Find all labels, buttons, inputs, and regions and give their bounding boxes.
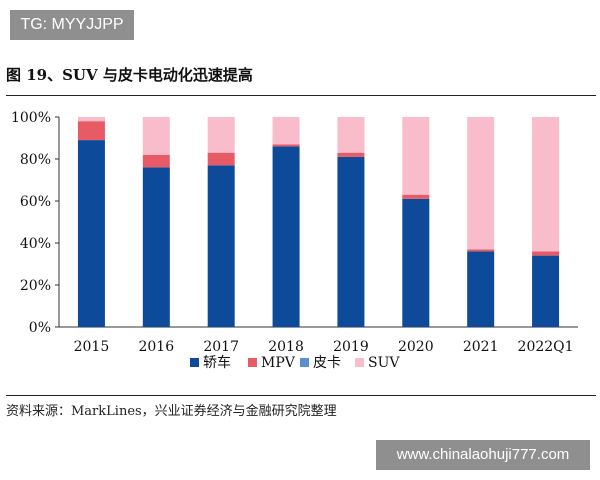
x-tick-label: 2020	[398, 339, 434, 355]
x-tick-label: 2022Q1	[518, 339, 574, 355]
legend-swatch	[355, 358, 364, 367]
source-note: 资料来源：MarkLines，兴业证券经济与金融研究院整理	[6, 404, 337, 419]
bar-segment	[77, 121, 105, 141]
y-tick-label: 20%	[20, 278, 51, 294]
bar-segment	[77, 140, 105, 327]
y-tick-label: 0%	[29, 320, 51, 336]
bar-segment	[467, 249, 495, 252]
bar-segment	[532, 251, 560, 256]
bar-segment	[272, 146, 300, 327]
figure-title: 图 19、SUV 与皮卡电动化迅速提高	[6, 66, 253, 84]
bar-segment	[337, 117, 365, 153]
legend-swatch	[190, 358, 199, 367]
y-tick-label: 80%	[20, 152, 51, 168]
bar-segment	[142, 154, 170, 168]
legend-swatch	[248, 358, 257, 367]
tg-badge: TG: MYYJJPP	[10, 10, 134, 40]
bar-segment	[142, 167, 170, 327]
bar-segment	[272, 117, 300, 145]
legend-label: SUV	[368, 355, 400, 371]
legend-label: 轿车	[203, 354, 231, 371]
y-tick-label: 40%	[20, 236, 51, 252]
y-tick-label: 60%	[20, 194, 51, 210]
top-rule	[6, 95, 596, 96]
bar-segment	[207, 165, 235, 327]
x-tick-label: 2018	[268, 339, 304, 355]
bar-segment	[207, 152, 235, 166]
bar-segment	[207, 117, 235, 153]
y-tick-label: 100%	[11, 110, 51, 126]
legend-label: MPV	[261, 355, 296, 371]
bottom-rule	[6, 395, 596, 396]
legend-label: 皮卡	[313, 355, 341, 371]
bar-segment	[402, 117, 430, 195]
stacked-bar-chart: 0% 20% 40% 60% 80% 100% 2015 2016 2017 2018 2019 20…	[11, 110, 578, 371]
bar-segment	[467, 251, 495, 327]
bar-segment	[77, 117, 105, 122]
legend-swatch	[300, 358, 309, 367]
x-tick-label: 2019	[333, 339, 369, 355]
bar-segment	[402, 198, 430, 327]
x-tick-label: 2016	[138, 339, 174, 355]
bar-segment	[467, 117, 495, 250]
bar-segment	[142, 117, 170, 155]
bar-segment	[272, 144, 300, 147]
bar-segment	[337, 152, 365, 157]
x-tick-label: 2015	[74, 339, 110, 355]
x-tick-label: 2017	[203, 339, 239, 355]
bar-segment	[402, 194, 430, 199]
x-tick-label: 2021	[463, 339, 499, 355]
bar-segment	[532, 255, 560, 327]
bar-segment	[532, 117, 560, 252]
watermark: www.chinalaohuji777.com	[376, 440, 590, 470]
bar-segment	[337, 156, 365, 327]
